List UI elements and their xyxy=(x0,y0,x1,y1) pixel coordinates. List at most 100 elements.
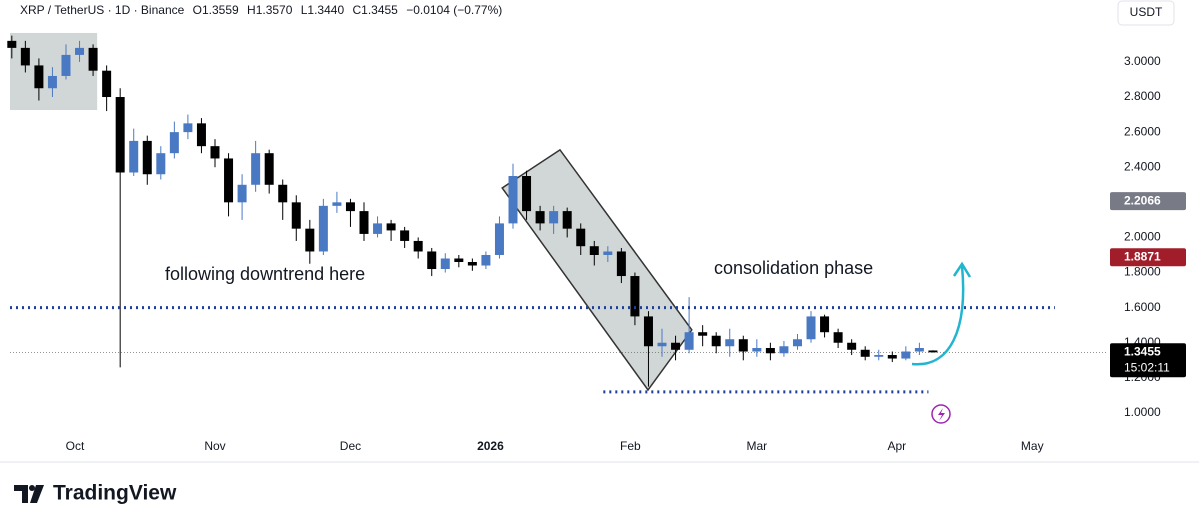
candle-body xyxy=(711,335,721,347)
logo-dot xyxy=(29,485,35,491)
logo-mark xyxy=(30,485,44,503)
candle-body xyxy=(61,54,71,76)
candle-body xyxy=(413,240,423,252)
candle-body xyxy=(20,47,30,66)
candle-body xyxy=(643,316,653,347)
ohlc-close: C1.3455 xyxy=(352,3,398,17)
price-tag xyxy=(1110,248,1186,267)
y-tick-label: 1.6000 xyxy=(1124,300,1161,314)
countdown: 15:02:11 xyxy=(1124,360,1170,374)
candle-body xyxy=(833,332,843,343)
candle-body xyxy=(603,251,613,255)
arrow xyxy=(911,265,965,366)
candle-body xyxy=(589,246,599,255)
candle-body xyxy=(887,355,897,359)
candle-body xyxy=(305,228,315,252)
candle-body xyxy=(47,75,57,89)
candle-body xyxy=(928,350,938,353)
candle-body xyxy=(88,47,98,71)
candle-body xyxy=(698,332,708,336)
candle-body xyxy=(467,262,477,266)
x-tick-label: Feb xyxy=(620,439,641,453)
event-icon-bolt xyxy=(938,408,945,421)
candle-body xyxy=(34,65,44,89)
candle-body xyxy=(291,202,301,229)
candle-body xyxy=(183,123,193,133)
candle-body xyxy=(725,339,735,347)
price-tag-label: 2.2066 xyxy=(1124,193,1161,207)
candle-body xyxy=(576,228,586,247)
candle-body xyxy=(616,251,626,277)
candle-body xyxy=(318,205,328,252)
candle-body xyxy=(508,176,518,224)
candle-body xyxy=(196,123,206,147)
candle-body xyxy=(237,184,247,203)
candle-body xyxy=(820,316,830,333)
candle-body xyxy=(345,202,355,212)
y-tick-label: 3.0000 xyxy=(1124,54,1161,68)
ohlc-high: H1.3570 xyxy=(247,3,293,17)
overlay: 2.2066 1.8871 1.3455 15:02:11 xyxy=(10,192,1186,394)
ohlc-change: −0.0104 (−0.77%) xyxy=(406,3,503,17)
candle-body xyxy=(102,70,112,98)
candle-body xyxy=(549,211,559,224)
y-tick-label: 2.6000 xyxy=(1124,124,1161,138)
candle-body xyxy=(129,140,139,173)
annotation: following downtrend here xyxy=(165,264,365,284)
x-tick-label: Dec xyxy=(340,439,361,453)
x-tick-label: Apr xyxy=(887,439,906,453)
x-tick-label: Mar xyxy=(746,439,767,453)
candle-body xyxy=(454,258,464,263)
logo-mark xyxy=(14,485,28,503)
candle-body xyxy=(142,140,152,175)
x-tick-label: Oct xyxy=(66,439,85,453)
candle-body xyxy=(400,230,410,241)
candle-body xyxy=(264,153,274,185)
price-tag xyxy=(1110,343,1186,378)
arrow-head xyxy=(952,261,972,278)
candle-body xyxy=(373,223,383,234)
candle-body xyxy=(169,132,179,154)
symbol-legend: XRP / TetherUS · 1D · Binance O1.3559 H1… xyxy=(20,3,507,17)
candle-body xyxy=(75,47,85,55)
candle-body xyxy=(657,342,667,347)
price-tag-label: 1.8871 xyxy=(1124,249,1161,263)
candle-body xyxy=(7,40,17,48)
brand: TradingView xyxy=(53,482,177,505)
candle-body xyxy=(752,348,762,352)
candle-body xyxy=(156,153,166,175)
ohlc-low: L1.3440 xyxy=(300,3,345,17)
candle-body xyxy=(535,211,545,224)
candle-body xyxy=(874,355,884,357)
candle-body xyxy=(671,342,681,350)
y-tick-label: 2.0000 xyxy=(1124,230,1161,244)
candle-body xyxy=(562,211,572,229)
candle-body xyxy=(210,146,220,159)
candle-body xyxy=(738,339,748,352)
y-tick-label: 1.8000 xyxy=(1124,265,1161,279)
price-tag-label: 1.3455 xyxy=(1124,344,1161,358)
y-tick-label: 2.8000 xyxy=(1124,89,1161,103)
candle-body xyxy=(440,258,450,270)
candle-body xyxy=(914,348,924,352)
currency[interactable]: USDT xyxy=(1130,5,1163,19)
plot: 1.00001.20001.40001.60001.80002.00002.20… xyxy=(7,32,1161,453)
x-tick-label: Nov xyxy=(204,439,225,453)
candle-body xyxy=(630,276,640,317)
candle-body xyxy=(481,254,491,266)
candle-body xyxy=(765,348,775,354)
candle-body xyxy=(806,316,816,340)
candle-body xyxy=(278,184,288,203)
candle-body xyxy=(332,202,342,206)
candle-body xyxy=(860,349,870,357)
currency-box[interactable] xyxy=(1117,0,1175,26)
y-tick-label: 2.4000 xyxy=(1124,159,1161,173)
price-tag xyxy=(1110,192,1186,211)
candle-body xyxy=(427,251,437,270)
logo: TradingView xyxy=(14,482,177,505)
y-tick-label: 1.0000 xyxy=(1124,405,1161,419)
candle-body xyxy=(251,153,261,185)
candle-body xyxy=(779,346,789,354)
candle-body xyxy=(386,223,396,231)
